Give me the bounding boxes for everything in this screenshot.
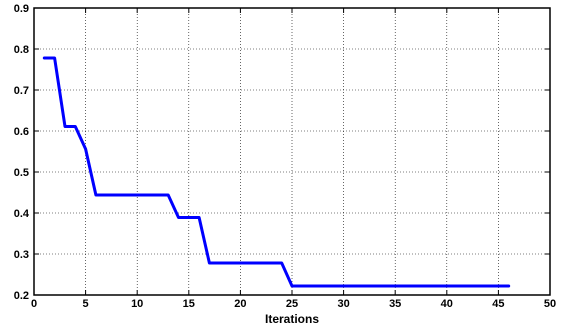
x-tick-label: 40: [441, 298, 453, 310]
y-tick-label: 0.7: [14, 85, 29, 97]
y-tick-label: 0.5: [14, 167, 29, 179]
y-tick-label: 0.6: [14, 126, 29, 138]
x-tick-label: 10: [131, 298, 143, 310]
y-tick-label: 0.2: [14, 290, 29, 302]
x-tick-label: 0: [31, 298, 37, 310]
x-tick-label: 35: [389, 298, 401, 310]
series-layer: [42, 56, 511, 288]
y-tick-label: 0.8: [14, 44, 29, 56]
y-tick-label: 0.4: [14, 208, 30, 220]
axis-ticks: 0 5 10 15 20 25 30 35 40 45 50 0.2 0.3 0.4 0.5 0.6 0.7 0.…: [14, 3, 556, 310]
x-tick-label: 30: [337, 298, 349, 310]
x-tick-label: 45: [492, 298, 504, 310]
x-tick-label: 50: [544, 298, 556, 310]
x-tick-label: 15: [183, 298, 195, 310]
series-line-1: [42, 56, 511, 288]
y-tick-label: 0.3: [14, 249, 29, 261]
y-tick-label: 0.9: [14, 3, 29, 15]
x-axis-title: Iterations: [265, 312, 319, 326]
grid-lines: [34, 8, 550, 295]
x-tick-label: 5: [83, 298, 89, 310]
x-tick-label: 25: [286, 298, 298, 310]
x-tick-label: 20: [234, 298, 246, 310]
